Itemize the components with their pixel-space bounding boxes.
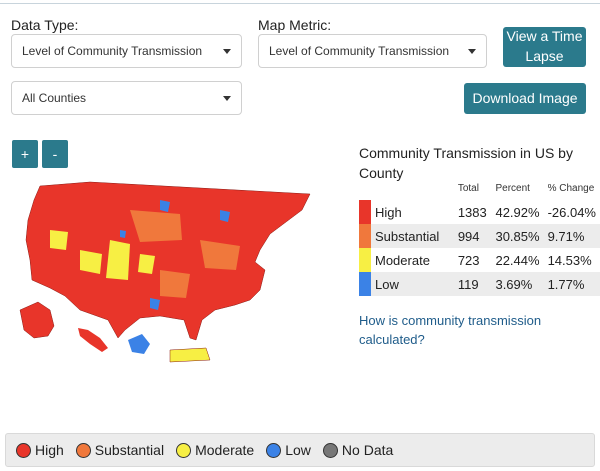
map-metric-value: Level of Community Transmission xyxy=(269,44,450,58)
hawaii-shape xyxy=(78,328,108,352)
map-patch-substantial xyxy=(130,210,182,242)
row-total: 119 xyxy=(453,272,492,296)
low-dot-icon xyxy=(266,442,282,458)
row-percent: 3.69% xyxy=(491,272,544,296)
map-metric-dropdown[interactable]: Level of Community Transmission xyxy=(258,34,487,68)
legend-label: No Data xyxy=(341,442,394,458)
table-row: Substantial 994 30.85% 9.71% xyxy=(359,224,600,248)
legend-label: Low xyxy=(285,442,311,458)
data-type-dropdown[interactable]: Level of Community Transmission xyxy=(11,34,242,68)
map-patch-low xyxy=(150,298,160,310)
high-swatch xyxy=(359,200,371,224)
map-color-legend: High Substantial Moderate Low No Data xyxy=(5,433,595,467)
table-row: High 1383 42.92% -26.04% xyxy=(359,200,600,224)
row-percent: 30.85% xyxy=(491,224,544,248)
caret-down-icon xyxy=(223,48,231,54)
moderate-swatch xyxy=(359,248,371,272)
table-row: Low 119 3.69% 1.77% xyxy=(359,272,600,296)
continental-us-shape xyxy=(25,181,311,341)
county-dropdown[interactable]: All Counties xyxy=(11,81,242,115)
legend-item-substantial: Substantial xyxy=(75,442,165,458)
caret-down-icon xyxy=(223,95,231,101)
time-lapse-label-line1: View a Time xyxy=(506,28,583,45)
row-total: 723 xyxy=(457,252,480,268)
map-patch-low xyxy=(220,210,230,222)
puerto-rico-shape xyxy=(169,347,211,363)
row-change: 14.53% xyxy=(547,252,592,268)
high-dot-icon xyxy=(16,442,31,458)
zoom-out-button[interactable]: - xyxy=(42,140,68,168)
view-time-lapse-button[interactable]: View a Time Lapse xyxy=(503,27,586,67)
row-change: -26.04% xyxy=(547,204,596,220)
map-metric-label: Map Metric: xyxy=(258,17,332,33)
map-patch-moderate xyxy=(138,254,155,274)
map-patch-moderate xyxy=(106,240,130,280)
substantial-dot-icon xyxy=(75,442,91,458)
us-county-map[interactable] xyxy=(10,170,340,370)
row-percent: 22.44% xyxy=(495,252,540,268)
alaska-shape xyxy=(19,301,55,339)
row-total: 994 xyxy=(453,224,492,248)
table-row: Moderate 723 22.44% 14.53% xyxy=(359,248,600,272)
low-swatch xyxy=(359,272,371,296)
transmission-stats-table: Total Percent % Change High 1383 42.92% … xyxy=(359,178,600,296)
legend-item-high: High xyxy=(16,442,64,458)
low-region-shape xyxy=(128,334,150,354)
map-patch-moderate xyxy=(80,250,102,274)
row-percent: 42.92% xyxy=(495,204,540,220)
header-percent: Percent xyxy=(495,182,530,194)
header-change: % Change xyxy=(547,182,595,194)
legend-title: Community Transmission in US by County xyxy=(359,145,573,181)
moderate-dot-icon xyxy=(176,442,192,458)
time-lapse-label-line2: Lapse xyxy=(525,48,564,64)
row-level: High xyxy=(375,204,402,220)
legend-item-low: Low xyxy=(266,442,311,458)
substantial-swatch xyxy=(359,224,371,248)
map-patch-low xyxy=(160,200,170,212)
row-change: 9.71% xyxy=(543,224,600,248)
legend-item-no-data: No Data xyxy=(322,442,394,458)
caret-down-icon xyxy=(468,48,476,54)
zoom-in-button[interactable]: + xyxy=(12,140,38,168)
header-divider xyxy=(0,3,600,4)
data-type-label: Data Type: xyxy=(11,17,79,33)
download-image-button[interactable]: Download Image xyxy=(464,83,586,114)
legend-item-moderate: Moderate xyxy=(176,442,254,458)
map-patch-substantial xyxy=(200,240,240,270)
row-level: Low xyxy=(371,272,454,296)
row-change: 1.77% xyxy=(543,272,600,296)
map-patch-moderate xyxy=(50,230,68,250)
legend-label: Substantial xyxy=(94,442,165,458)
legend-label: High xyxy=(35,442,64,458)
legend-label: Moderate xyxy=(195,442,255,458)
no-data-dot-icon xyxy=(322,442,338,458)
map-patch-substantial xyxy=(160,270,190,298)
county-value: All Counties xyxy=(22,91,87,105)
row-level: Substantial xyxy=(371,224,454,248)
transmission-info-link[interactable]: How is community transmission calculated… xyxy=(359,313,542,347)
row-level: Moderate xyxy=(375,252,430,268)
data-type-value: Level of Community Transmission xyxy=(22,44,203,58)
row-total: 1383 xyxy=(457,204,487,220)
header-total: Total xyxy=(457,182,479,194)
map-patch-low xyxy=(120,230,126,238)
